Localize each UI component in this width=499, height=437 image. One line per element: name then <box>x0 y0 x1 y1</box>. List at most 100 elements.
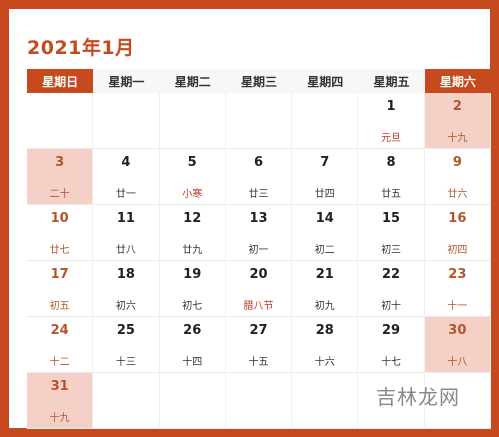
lunar-date: 小寒 <box>182 189 203 200</box>
day-number: 22 <box>382 267 401 282</box>
day-cell[interactable]: 12 廿九 <box>160 205 226 260</box>
lunar-date: 元旦 <box>381 133 402 144</box>
lunar-date: 廿五 <box>381 189 402 200</box>
lunar-date: 十九 <box>447 133 468 144</box>
lunar-date: 十三 <box>115 357 136 368</box>
day-cell[interactable]: 19 初七 <box>160 261 226 316</box>
lunar-date: 腊八节 <box>243 301 274 312</box>
day-number: 6 <box>253 155 264 170</box>
day-cell[interactable]: 2 十九 <box>424 93 491 148</box>
weekday-sunday: 星期日 <box>27 69 94 93</box>
day-cell[interactable]: 29 十七 <box>358 317 425 372</box>
empty-day-cell <box>226 93 293 148</box>
day-cell[interactable]: 7 廿四 <box>292 149 359 204</box>
day-cell[interactable]: 5 小寒 <box>160 149 226 204</box>
day-number: 17 <box>50 267 69 282</box>
empty-day-cell <box>425 373 491 428</box>
day-cell[interactable]: 1 元旦 <box>358 93 425 148</box>
weekday-friday: 星期五 <box>373 74 410 89</box>
lunar-date: 十六 <box>314 357 335 368</box>
day-cell[interactable]: 18 初六 <box>93 261 160 316</box>
lunar-date: 初四 <box>447 245 468 256</box>
day-number: 20 <box>249 267 268 282</box>
lunar-date: 十八 <box>447 357 468 368</box>
day-cell[interactable]: 30 十八 <box>424 317 491 372</box>
day-number: 28 <box>315 323 334 338</box>
day-cell[interactable]: 21 初九 <box>292 261 359 316</box>
empty-day-cell <box>160 373 226 428</box>
lunar-date: 十七 <box>381 357 402 368</box>
week-row: 24 十二 25 十三 26 十四 27 十五 28 十六 29 十七 30 十八 <box>27 317 491 373</box>
day-number: 5 <box>187 155 197 170</box>
day-cell[interactable]: 13 初一 <box>226 205 293 260</box>
week-row: 3 二十 4 廿一 5 小寒 6 廿三 7 廿四 8 廿五 9 廿六 <box>27 149 491 205</box>
day-number: 26 <box>183 323 202 338</box>
weekday-saturday: 星期六 <box>424 69 491 93</box>
weekday-monday: 星期一 <box>108 74 145 89</box>
day-cell[interactable]: 23 十一 <box>425 261 491 316</box>
day-number: 23 <box>448 267 467 282</box>
day-cell[interactable]: 24 十二 <box>27 317 94 372</box>
day-cell[interactable]: 11 廿八 <box>93 205 160 260</box>
day-cell[interactable]: 16 初四 <box>425 205 491 260</box>
day-number: 7 <box>320 155 330 170</box>
day-cell[interactable]: 31 十九 <box>27 373 94 428</box>
day-cell[interactable]: 22 初十 <box>358 261 425 316</box>
day-number: 27 <box>249 323 268 338</box>
day-cell[interactable]: 26 十四 <box>160 317 226 372</box>
day-cell[interactable]: 9 廿六 <box>425 149 491 204</box>
day-cell[interactable]: 15 初三 <box>358 205 425 260</box>
empty-day-cell <box>93 93 160 148</box>
day-cell[interactable]: 10 廿七 <box>27 205 94 260</box>
day-cell[interactable]: 8 廿五 <box>358 149 425 204</box>
day-number: 10 <box>50 211 69 226</box>
day-number: 12 <box>183 211 202 226</box>
lunar-date: 初十 <box>381 301 402 312</box>
day-cell[interactable]: 4 廿一 <box>93 149 160 204</box>
week-row: 31 十九 <box>27 373 491 429</box>
lunar-date: 初五 <box>49 301 70 312</box>
lunar-date: 初六 <box>115 301 136 312</box>
calendar-grid: 星期日 星期一 星期二 星期三 星期四 星期五 星期六 1 元旦 2 十九 3 二十 4 廿一… <box>27 69 491 429</box>
empty-day-cell <box>160 93 226 148</box>
lunar-date: 二十 <box>49 189 70 200</box>
lunar-date: 初九 <box>314 301 335 312</box>
day-cell[interactable]: 28 十六 <box>292 317 359 372</box>
day-cell[interactable]: 14 初二 <box>292 205 359 260</box>
weekday-header: 星期日 星期一 星期二 星期三 星期四 星期五 星期六 <box>27 69 491 93</box>
lunar-date: 廿一 <box>115 189 136 200</box>
week-row: 17 初五 18 初六 19 初七 20 腊八节 21 初九 22 初十 23 十一 <box>27 261 491 317</box>
day-number: 4 <box>121 155 131 170</box>
day-number: 2 <box>452 99 462 114</box>
lunar-date: 初二 <box>314 245 335 256</box>
day-cell[interactable]: 20 腊八节 <box>226 261 293 316</box>
week-row: 1 元旦 2 十九 <box>27 93 491 149</box>
lunar-date: 十五 <box>248 357 269 368</box>
lunar-date: 廿六 <box>447 189 468 200</box>
weeks-container: 1 元旦 2 十九 3 二十 4 廿一 5 小寒 6 廿三 7 廿四 8 廿五 9 廿六 10 廿七 11 廿八 12 廿九 1… <box>27 93 491 429</box>
day-cell[interactable]: 3 二十 <box>27 149 94 204</box>
lunar-date: 廿四 <box>314 189 335 200</box>
day-number: 24 <box>50 323 69 338</box>
day-cell[interactable]: 6 廿三 <box>226 149 293 204</box>
empty-day-cell <box>292 373 359 428</box>
lunar-date: 十四 <box>182 357 203 368</box>
day-number: 19 <box>183 267 202 282</box>
day-number: 29 <box>382 323 401 338</box>
day-cell[interactable]: 27 十五 <box>226 317 293 372</box>
day-number: 8 <box>386 155 396 170</box>
day-number: 1 <box>386 99 396 114</box>
lunar-date: 廿三 <box>248 189 269 200</box>
week-row: 10 廿七 11 廿八 12 廿九 13 初一 14 初二 15 初三 16 初四 <box>27 205 491 261</box>
lunar-date: 十一 <box>447 301 468 312</box>
weekday-thursday: 星期四 <box>307 74 344 89</box>
lunar-date: 初一 <box>248 245 269 256</box>
day-cell[interactable]: 25 十三 <box>93 317 160 372</box>
day-number: 13 <box>249 211 268 226</box>
day-number: 30 <box>448 323 467 338</box>
lunar-date: 初七 <box>182 301 203 312</box>
day-number: 16 <box>448 211 467 226</box>
day-cell[interactable]: 17 初五 <box>27 261 94 316</box>
day-number: 11 <box>116 211 135 226</box>
